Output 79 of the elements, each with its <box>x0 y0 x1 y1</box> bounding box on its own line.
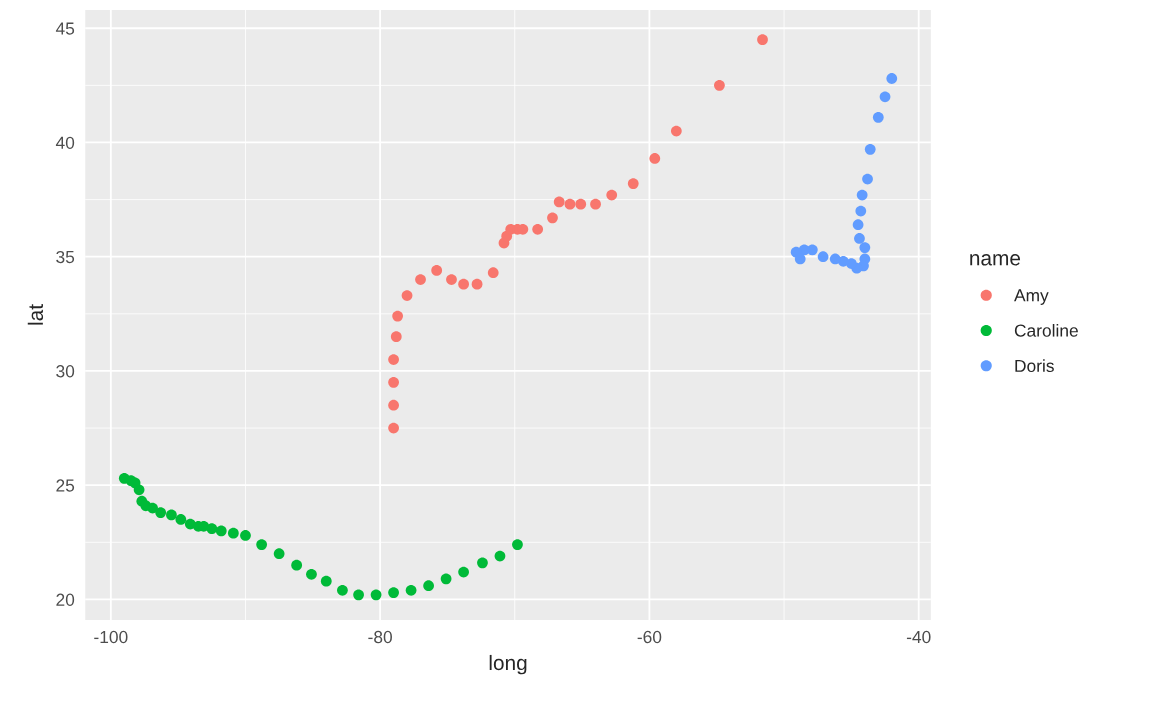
point <box>859 242 871 253</box>
point <box>606 189 618 201</box>
point <box>415 274 426 285</box>
point <box>392 310 403 322</box>
point <box>794 253 806 265</box>
point <box>864 143 876 155</box>
point <box>337 584 348 596</box>
point <box>273 548 285 560</box>
point <box>862 173 873 185</box>
point <box>206 523 218 534</box>
point <box>388 354 399 365</box>
y-tick-label: 35 <box>56 250 75 264</box>
x-tick-label: -80 <box>368 630 392 644</box>
legend-label: Caroline <box>1014 324 1078 337</box>
point <box>320 575 332 587</box>
y-tick-label: 45 <box>55 22 75 35</box>
point <box>649 153 661 164</box>
x-tick-label: -100 <box>94 630 128 644</box>
point <box>564 198 576 210</box>
point <box>829 253 841 265</box>
point <box>370 589 382 601</box>
point <box>256 539 268 550</box>
point <box>147 502 158 514</box>
point <box>291 559 303 571</box>
point <box>227 527 239 539</box>
point <box>854 233 865 244</box>
y-tick-label: 20 <box>56 593 75 606</box>
point <box>547 212 558 224</box>
point <box>855 205 867 217</box>
x-tick-label: -60 <box>637 630 662 644</box>
point <box>627 178 639 189</box>
legend-label: Amy <box>1014 289 1049 305</box>
point <box>471 278 483 290</box>
point <box>423 580 434 592</box>
y-tick-label: 40 <box>55 136 75 149</box>
point <box>446 274 457 285</box>
point <box>175 514 187 525</box>
y-axis-title: lat <box>27 304 44 325</box>
point <box>440 573 452 585</box>
point <box>215 525 227 537</box>
point <box>553 196 565 208</box>
point <box>431 265 443 276</box>
point <box>133 484 145 496</box>
point <box>714 79 725 91</box>
point <box>512 539 523 550</box>
point <box>388 587 399 598</box>
point <box>856 189 868 201</box>
point <box>155 507 167 518</box>
y-tick-label: 25 <box>56 479 75 492</box>
point <box>817 251 829 263</box>
point <box>670 125 682 137</box>
legend-label: Doris <box>1015 359 1054 373</box>
point <box>306 568 317 580</box>
point <box>166 509 177 521</box>
point <box>886 73 898 84</box>
legend-title: name <box>970 254 1021 266</box>
x-tick-label: -40 <box>906 630 931 644</box>
point <box>852 219 864 231</box>
point <box>390 331 402 343</box>
x-axis-title: long <box>489 654 527 675</box>
point <box>590 198 601 210</box>
point <box>458 566 469 578</box>
point <box>872 111 884 123</box>
point <box>532 223 544 235</box>
point <box>477 557 488 569</box>
point <box>388 399 399 411</box>
point <box>487 267 499 279</box>
point <box>353 589 364 601</box>
point <box>879 91 891 103</box>
y-tick-label: 30 <box>56 365 75 378</box>
point <box>458 278 469 290</box>
point <box>388 376 399 388</box>
point <box>401 290 413 301</box>
point <box>494 550 506 562</box>
point <box>240 530 251 541</box>
point <box>757 34 768 46</box>
point <box>405 584 417 596</box>
point <box>388 422 399 434</box>
point <box>575 198 587 210</box>
